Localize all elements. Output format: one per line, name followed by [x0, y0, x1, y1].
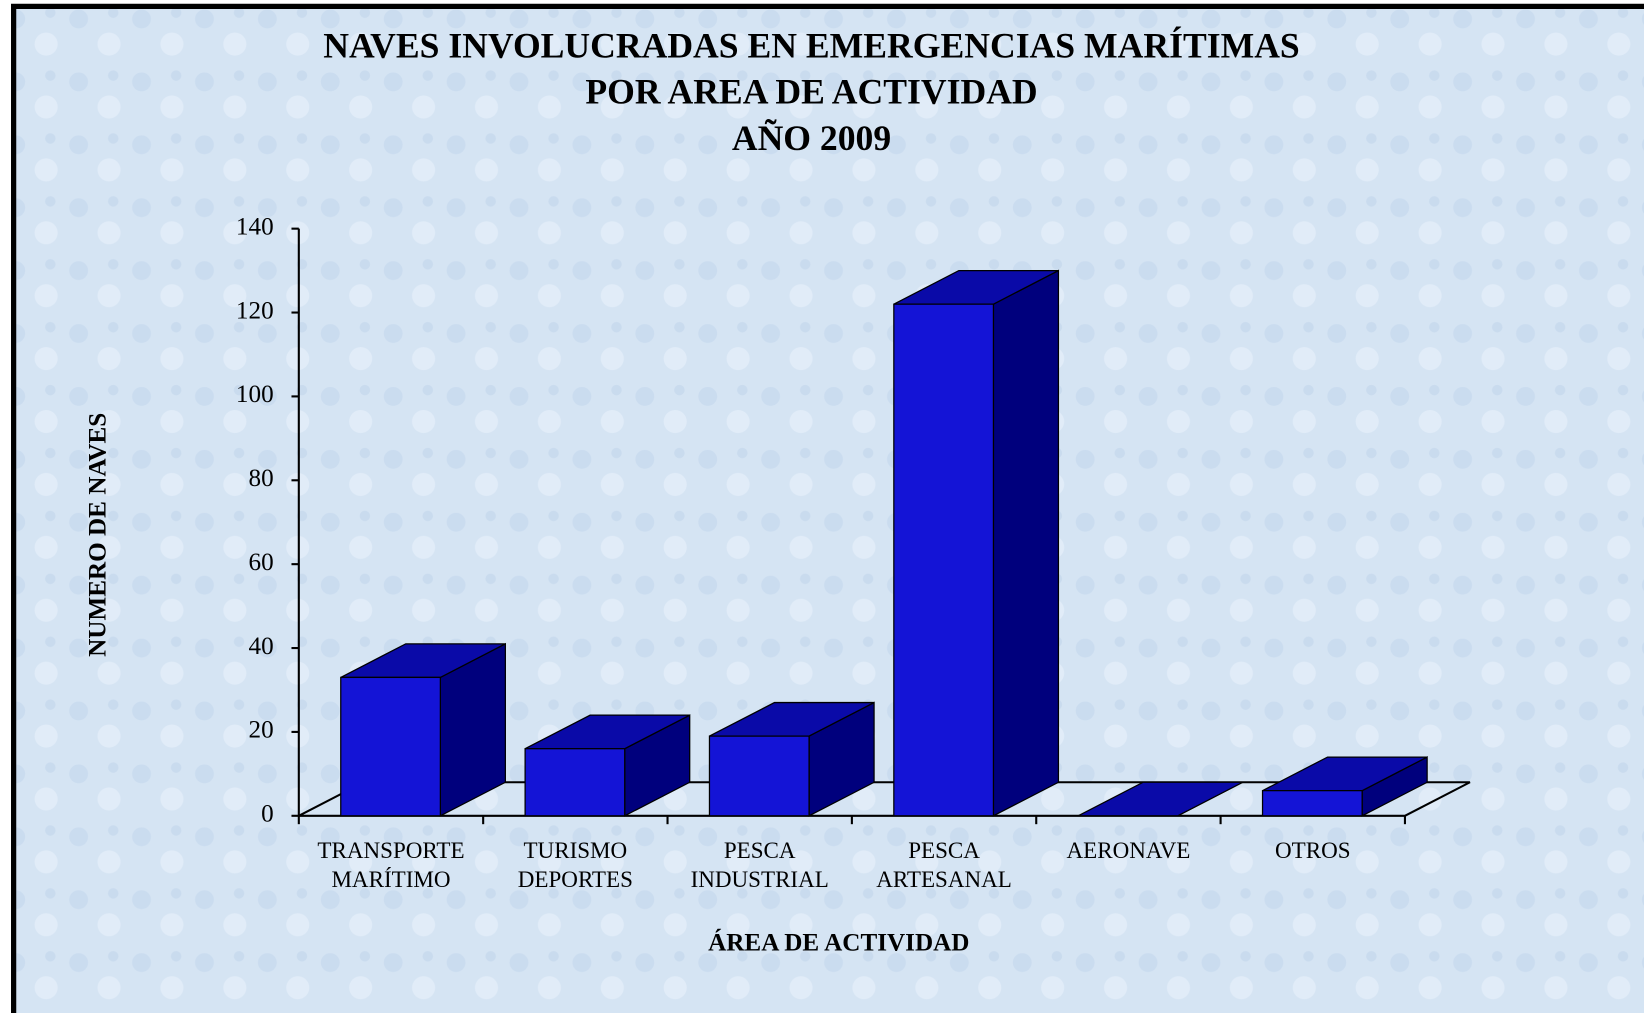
- bar: [708, 735, 810, 817]
- y-tick-label: 100: [236, 381, 274, 408]
- y-tick-label: 40: [248, 633, 273, 660]
- bar: [524, 748, 626, 817]
- x-tick-label: DEPORTES: [518, 866, 633, 892]
- x-tick-label: INDUSTRIAL: [691, 866, 829, 892]
- x-tick-label: AERONAVE: [1067, 837, 1191, 863]
- y-tick-label: 140: [236, 213, 274, 240]
- x-tick-label: ARTESANAL: [876, 866, 1012, 892]
- chart-title: NAVES INVOLUCRADAS EN EMERGENCIAS MARÍTI…: [323, 26, 1299, 66]
- y-tick-label: 60: [248, 549, 273, 576]
- bar: [340, 676, 441, 817]
- x-tick-label: TRANSPORTE: [317, 837, 464, 863]
- x-tick-label: TURISMO: [523, 837, 627, 863]
- y-tick-label: 0: [261, 801, 274, 828]
- x-tick-label: MARÍTIMO: [331, 866, 450, 892]
- x-tick-label: PESCA: [908, 837, 980, 863]
- y-axis-label: NUMERO DE NAVES: [84, 413, 111, 657]
- bar: [1261, 790, 1363, 817]
- bar-top: [1077, 781, 1244, 817]
- x-axis-label: ÁREA DE ACTIVIDAD: [708, 929, 969, 957]
- y-tick-label: 120: [236, 297, 274, 324]
- chart-title: AÑO 2009: [732, 118, 891, 158]
- x-tick-label: OTROS: [1275, 837, 1351, 863]
- bar: [893, 303, 995, 817]
- y-tick-label: 80: [248, 465, 273, 492]
- bar-side: [992, 269, 1060, 817]
- chart-area: [11, 3, 1644, 1013]
- y-tick-label: 20: [248, 717, 273, 744]
- x-tick-label: PESCA: [724, 837, 796, 863]
- chart-title: POR AREA DE ACTIVIDAD: [585, 72, 1037, 112]
